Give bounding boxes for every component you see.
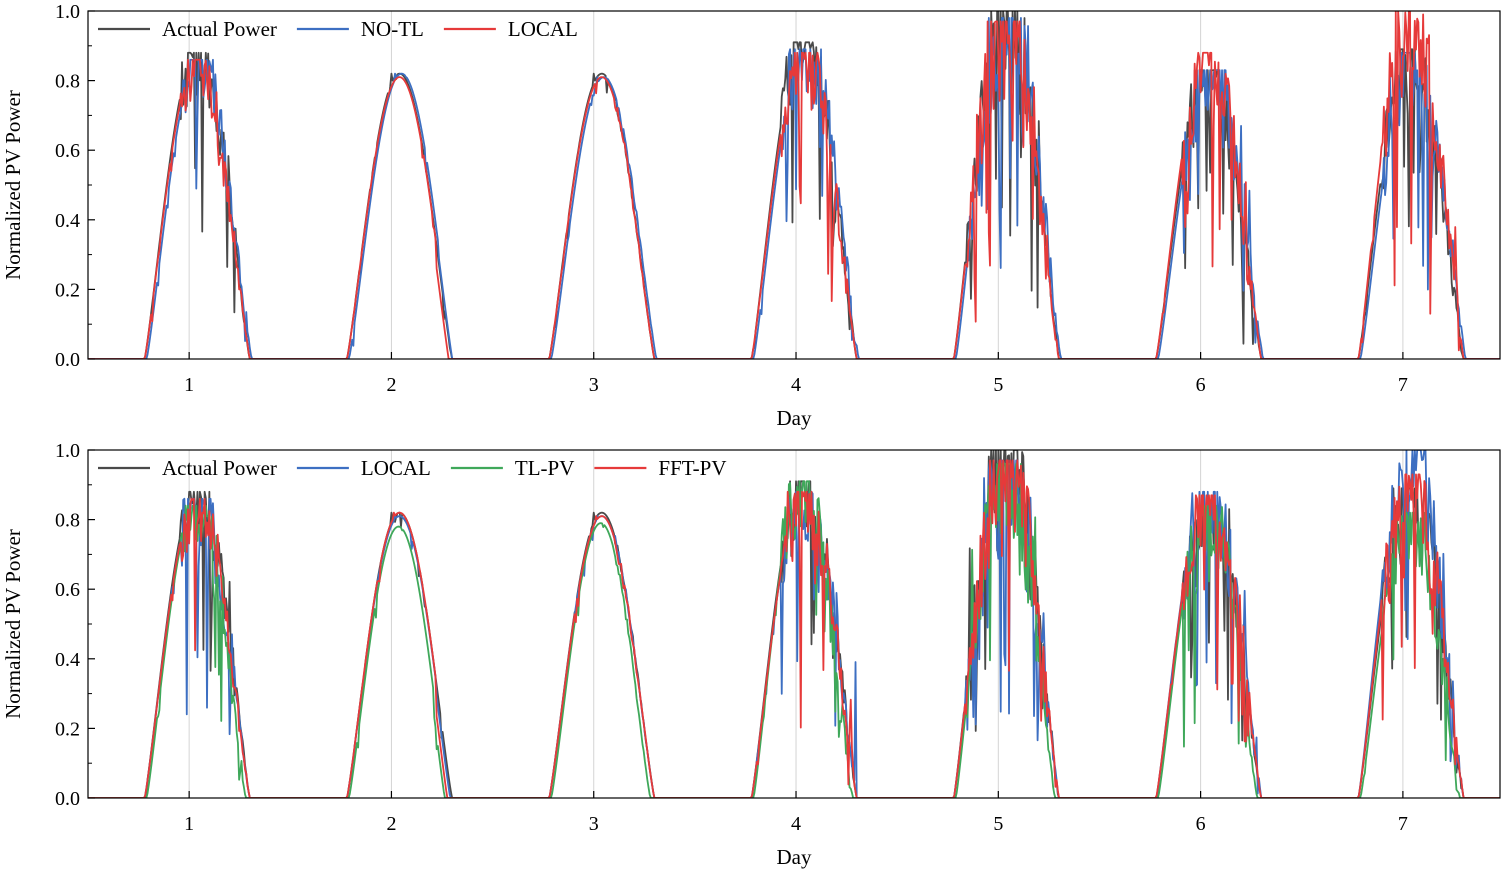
x-axis-title: Day: [777, 845, 812, 869]
y-tick-label: 0.8: [55, 71, 80, 93]
series-line-fft-pv: [88, 459, 1500, 798]
y-tick-label: 1.0: [55, 1, 80, 23]
legend-label: Actual Power: [162, 17, 277, 41]
y-tick-label: 0.2: [55, 279, 80, 301]
legend-label: Actual Power: [162, 456, 277, 480]
x-tick-label: 6: [1196, 374, 1206, 396]
series-lines: [88, 450, 1500, 798]
series-line-no-tl: [88, 17, 1500, 359]
x-tick-label: 7: [1398, 813, 1408, 835]
x-tick-label: 2: [386, 374, 396, 396]
y-tick-label: 0.0: [55, 349, 80, 371]
series-line-local: [88, 11, 1500, 359]
legend-label: LOCAL: [508, 17, 578, 41]
legend: Actual Power NO-TL LOCAL: [98, 17, 578, 41]
legend-label: NO-TL: [361, 17, 424, 41]
x-tick-label: 5: [993, 374, 1003, 396]
legend-label: TL-PV: [515, 456, 575, 480]
x-tick-label: 1: [184, 374, 194, 396]
x-axis-title: Day: [777, 406, 812, 430]
x-tick-label: 3: [589, 813, 599, 835]
y-tick-label: 0.4: [55, 649, 80, 671]
series-line-actual-power: [88, 450, 1500, 798]
y-tick-label: 0.6: [55, 140, 80, 162]
x-tick-label: 4: [791, 374, 801, 396]
y-tick-label: 0.2: [55, 718, 80, 740]
series-lines: [88, 11, 1500, 359]
x-tick-label: 7: [1398, 374, 1408, 396]
legend-label: LOCAL: [361, 456, 431, 480]
x-tick-label: 2: [386, 813, 396, 835]
bottom-chart-panel: 0.0 0.2 0.4 0.6 0.8 1.0 1 2 3 4 5 6 7 Day Normalized P…: [1, 440, 1501, 869]
y-axis-title: Normalized PV Power: [1, 90, 25, 280]
x-tick-label: 3: [589, 374, 599, 396]
legend: Actual Power LOCAL TL-PV FFT-PV: [98, 456, 727, 480]
series-line-actual-power: [88, 11, 1500, 359]
x-tick-label: 6: [1196, 813, 1206, 835]
y-tick-label: 0.8: [55, 510, 80, 532]
y-tick-label: 0.4: [55, 210, 80, 232]
y-axis-title: Normalized PV Power: [1, 529, 25, 719]
y-tick-label: 0.6: [55, 579, 80, 601]
y-tick-label: 0.0: [55, 788, 80, 810]
x-tick-label: 5: [993, 813, 1003, 835]
y-tick-label: 1.0: [55, 440, 80, 462]
legend-label: FFT-PV: [658, 456, 726, 480]
series-line-local: [88, 450, 1500, 798]
top-chart-panel: 0.0 0.2 0.4 0.6 0.8 1.0 1 2 3 4 5 6 7 Day Normalized P…: [1, 1, 1501, 430]
x-tick-label: 1: [184, 813, 194, 835]
x-tick-label: 4: [791, 813, 801, 835]
